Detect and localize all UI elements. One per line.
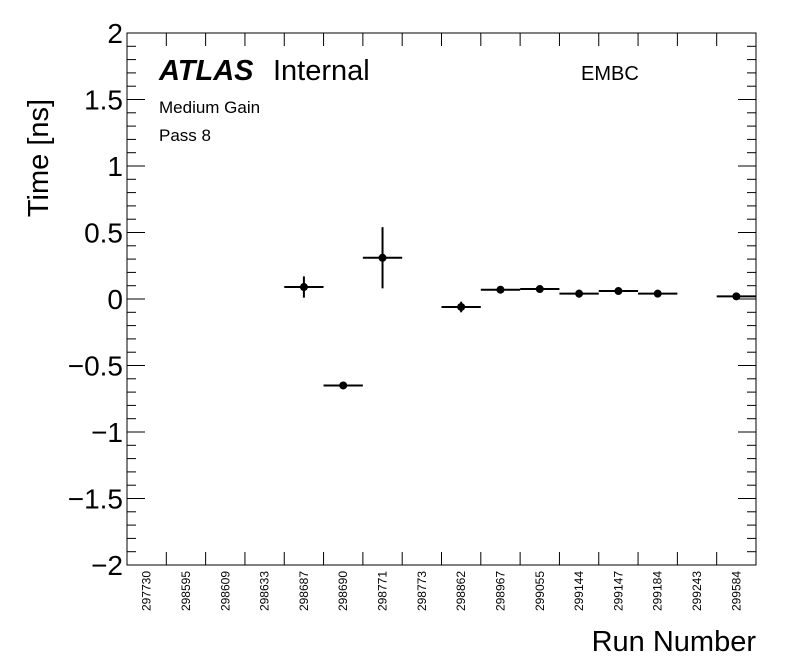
- x-ticks: [126, 33, 757, 565]
- x-tick-label: 298633: [258, 571, 272, 611]
- data-point-299184: [638, 289, 678, 298]
- internal-label: Internal: [273, 55, 370, 87]
- data-marker: [299, 283, 308, 292]
- data-marker: [339, 381, 348, 390]
- x-tick-label: 298690: [336, 571, 350, 611]
- atlas-label: ATLAS: [158, 55, 254, 87]
- x-tick-label: 298595: [179, 571, 193, 611]
- data-point-298771: [362, 227, 403, 289]
- data-marker: [732, 292, 741, 301]
- x-tick-label: 299144: [572, 571, 586, 611]
- pass-label: Pass 8: [159, 126, 211, 145]
- y-tick-label: −1.5: [68, 484, 123, 515]
- y-tick-label: −1: [91, 417, 123, 448]
- x-tick-label: 299055: [533, 571, 547, 611]
- y-tick-labels: 2 1.5 1 0.5 0 −0.5 −1 −1.5 −2: [68, 18, 123, 581]
- data-marker: [575, 289, 584, 298]
- x-tick-label: 298862: [454, 571, 468, 611]
- data-marker: [614, 287, 623, 296]
- data-marker: [457, 302, 466, 311]
- y-axis-title: Time [ns]: [23, 99, 55, 217]
- x-tick-label: 298967: [493, 571, 507, 611]
- data-point-298687: [284, 276, 324, 298]
- x-tick-labels: 297730 298595 298609 298633 298687 298690 2987…: [140, 571, 744, 611]
- x-tick-label: 298773: [415, 571, 429, 611]
- y-tick-label: 1: [107, 151, 123, 182]
- y-tick-label: −0.5: [68, 351, 123, 382]
- x-tick-label: 299243: [690, 571, 704, 611]
- y-tick-label: 0: [107, 284, 123, 315]
- x-tick-label: 297730: [140, 571, 154, 611]
- x-tick-label: 299147: [611, 571, 625, 611]
- data-marker: [378, 253, 387, 262]
- x-tick-label: 298771: [376, 571, 390, 611]
- y-tick-label: 0.5: [84, 218, 123, 249]
- y-tick-label: 2: [107, 18, 123, 49]
- x-tick-label: 298609: [218, 571, 232, 611]
- data-point-298690: [323, 381, 363, 390]
- data-marker: [653, 289, 662, 298]
- data-point-298862: [441, 301, 481, 313]
- x-tick-label: 299184: [651, 571, 665, 611]
- data-point-299147: [598, 287, 639, 296]
- y-tick-label: 1.5: [84, 85, 123, 116]
- data-points: [284, 227, 756, 390]
- y-minor-ticks: [127, 45, 756, 553]
- data-point-299055: [520, 285, 560, 294]
- data-point-298967: [480, 285, 521, 294]
- data-point-299584: [716, 292, 756, 301]
- x-tick-label: 298687: [297, 571, 311, 611]
- data-marker: [535, 285, 544, 294]
- region-label: EMBC: [581, 63, 639, 85]
- data-point-299144: [559, 289, 599, 298]
- data-marker: [496, 285, 505, 294]
- x-tick-label: 299584: [729, 571, 743, 611]
- y-major-ticks: [127, 32, 756, 566]
- gain-label: Medium Gain: [159, 98, 260, 117]
- x-axis-title: Run Number: [592, 626, 757, 658]
- y-tick-label: −2: [91, 550, 123, 581]
